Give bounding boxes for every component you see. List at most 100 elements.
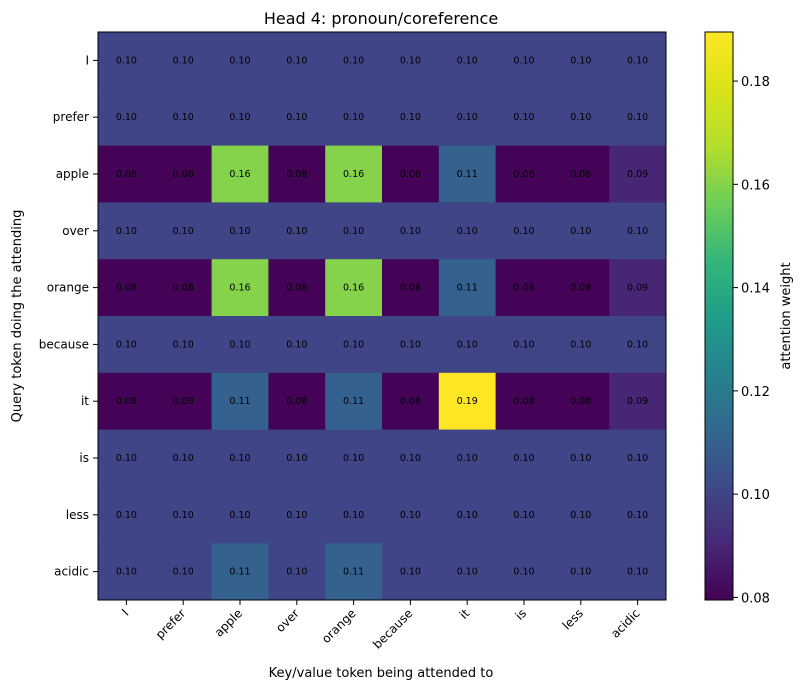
cell-value-label: 0.10 bbox=[229, 112, 250, 123]
heatmap-cell bbox=[98, 259, 156, 317]
heatmap-cell bbox=[211, 316, 269, 374]
chart-title: Head 4: pronoun/coreference bbox=[264, 9, 498, 28]
cell-value-label: 0.10 bbox=[173, 339, 194, 350]
cell-value-label: 0.16 bbox=[229, 283, 250, 294]
cell-value-label: 0.10 bbox=[116, 226, 137, 237]
cell-value-label: 0.10 bbox=[286, 55, 307, 66]
cell-value-label: 0.10 bbox=[400, 226, 421, 237]
heatmap-cell bbox=[438, 543, 497, 601]
cell-value-label: 0.08 bbox=[400, 396, 421, 407]
heatmap-cell bbox=[438, 32, 497, 90]
cell-value-label: 0.09 bbox=[627, 169, 648, 180]
cell-value-label: 0.08 bbox=[173, 169, 194, 180]
heatmap-cell bbox=[211, 486, 269, 544]
cell-value-label: 0.10 bbox=[627, 226, 648, 237]
heatmap-cell bbox=[325, 202, 383, 260]
cell-value-label: 0.10 bbox=[513, 55, 534, 66]
cell-value-label: 0.10 bbox=[627, 567, 648, 578]
cell-value-label: 0.10 bbox=[457, 55, 478, 66]
x-tick-label: orange bbox=[319, 606, 359, 646]
cell-value-label: 0.10 bbox=[343, 339, 364, 350]
heatmap-cell bbox=[325, 145, 383, 203]
heatmap-cell bbox=[154, 88, 213, 147]
x-tick-label: less bbox=[560, 606, 586, 632]
x-tick-label: it bbox=[457, 606, 473, 622]
heatmap-cell bbox=[438, 429, 497, 487]
cell-value-label: 0.11 bbox=[457, 283, 478, 294]
x-tick-label: acidic bbox=[608, 606, 643, 641]
cell-value-label: 0.10 bbox=[570, 339, 591, 350]
cell-value-label: 0.08 bbox=[286, 283, 307, 294]
cell-value-label: 0.09 bbox=[627, 396, 648, 407]
cell-value-label: 0.10 bbox=[343, 226, 364, 237]
heatmap-cell bbox=[211, 145, 269, 203]
heatmap-cell bbox=[268, 202, 326, 260]
heatmap-cell bbox=[211, 543, 269, 601]
heatmap-cell bbox=[382, 145, 440, 203]
cell-value-label: 0.10 bbox=[457, 510, 478, 521]
heatmap-cell bbox=[98, 486, 156, 544]
cell-value-label: 0.08 bbox=[570, 396, 591, 407]
colorbar bbox=[704, 31, 734, 601]
cell-value-label: 0.10 bbox=[116, 339, 137, 350]
cell-value-label: 0.08 bbox=[116, 169, 137, 180]
colorbar-tick-label: 0.08 bbox=[741, 591, 770, 606]
cell-value-label: 0.10 bbox=[570, 510, 591, 521]
heatmap-cell bbox=[211, 259, 269, 317]
heatmap-cell bbox=[495, 259, 553, 317]
cell-value-label: 0.16 bbox=[343, 283, 364, 294]
cell-value-label: 0.11 bbox=[229, 396, 250, 407]
heatmap-cell bbox=[495, 372, 553, 431]
heatmap-cell bbox=[98, 32, 156, 90]
colorbar-ticks: 0.08 0.10 0.12 0.14 0.16 0.18 bbox=[733, 75, 770, 606]
heatmap-cell bbox=[552, 372, 610, 431]
y-tick-label: apple bbox=[56, 167, 89, 181]
heatmap-cell bbox=[268, 316, 326, 374]
heatmap-cell bbox=[268, 259, 326, 317]
x-tick-label: is bbox=[512, 606, 529, 623]
cell-value-label: 0.08 bbox=[400, 169, 421, 180]
cell-value-label: 0.10 bbox=[286, 567, 307, 578]
x-axis-label: Key/value token being attended to bbox=[269, 666, 494, 681]
heatmap-cell bbox=[609, 429, 667, 487]
x-tick-label: over bbox=[273, 606, 302, 635]
cell-value-label: 0.10 bbox=[627, 453, 648, 464]
cell-value-label: 0.19 bbox=[457, 396, 478, 407]
heatmap-cell bbox=[268, 372, 326, 431]
y-tick-label: prefer bbox=[53, 110, 89, 124]
cell-value-label: 0.10 bbox=[400, 510, 421, 521]
y-tick-label: over bbox=[62, 224, 89, 238]
heatmap-cell bbox=[268, 145, 326, 203]
cell-value-label: 0.08 bbox=[116, 283, 137, 294]
heatmap-cell bbox=[438, 372, 497, 431]
cell-value-label: 0.10 bbox=[173, 510, 194, 521]
heatmap-cell bbox=[438, 202, 497, 260]
x-tick-label: prefer bbox=[153, 606, 189, 642]
heatmap-cell bbox=[211, 88, 269, 147]
cell-value-label: 0.10 bbox=[400, 453, 421, 464]
cell-value-label: 0.10 bbox=[400, 55, 421, 66]
cell-value-label: 0.10 bbox=[570, 112, 591, 123]
heatmap-cell bbox=[609, 316, 667, 374]
heatmap-cell bbox=[382, 543, 440, 601]
y-tick-label: it bbox=[81, 394, 89, 408]
cell-value-label: 0.10 bbox=[229, 226, 250, 237]
cell-value-label: 0.10 bbox=[627, 112, 648, 123]
heatmap-cell bbox=[154, 145, 213, 203]
heatmap-cell bbox=[211, 372, 269, 431]
cell-value-label: 0.10 bbox=[400, 112, 421, 123]
cell-value-label: 0.10 bbox=[286, 453, 307, 464]
heatmap-cell bbox=[382, 316, 440, 374]
cell-value-label: 0.08 bbox=[513, 169, 534, 180]
cell-value-label: 0.16 bbox=[343, 169, 364, 180]
cell-value-label: 0.10 bbox=[513, 567, 534, 578]
y-axis-label: Query token doing the attending bbox=[10, 210, 25, 423]
heatmap-cell bbox=[325, 32, 383, 90]
cell-value-label: 0.10 bbox=[457, 453, 478, 464]
heatmap-cell bbox=[325, 372, 383, 431]
heatmap-cell bbox=[495, 316, 553, 374]
colorbar-tick-label: 0.16 bbox=[741, 178, 770, 193]
heatmap-cell bbox=[325, 316, 383, 374]
